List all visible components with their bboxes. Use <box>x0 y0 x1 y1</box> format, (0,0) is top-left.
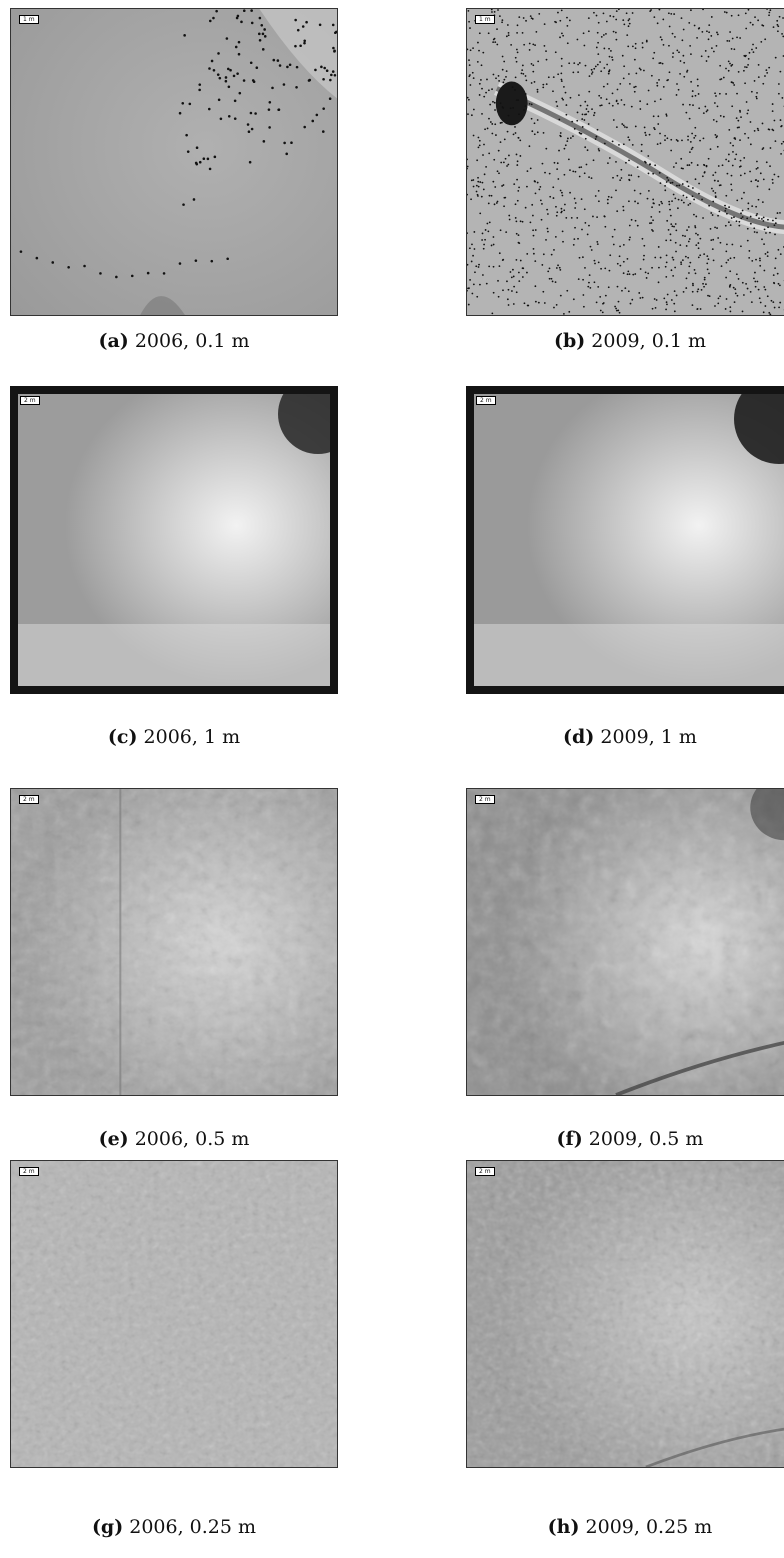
caption-c: (c) 2006, 1 m <box>10 726 338 748</box>
panel-c-image: 2 m <box>10 386 338 694</box>
caption-text: 2006, 1 m <box>143 726 241 748</box>
scale-bar: 2 m <box>475 1167 495 1176</box>
caption-e: (e) 2006, 0.5 m <box>10 1128 338 1150</box>
caption-text: 2009, 0.1 m <box>591 330 707 352</box>
scale-bar: 1 m <box>19 15 39 24</box>
scale-bar: 2 m <box>19 1167 39 1176</box>
caption-tag: (e) <box>98 1128 129 1150</box>
panel-b-image: 1 m <box>466 8 784 316</box>
caption-tag: (c) <box>107 726 138 748</box>
panel-f-image: 2 m <box>466 788 784 1096</box>
caption-text: 2006, 0.25 m <box>129 1516 257 1538</box>
caption-text: 2006, 0.1 m <box>134 330 250 352</box>
scale-bar: 2 m <box>20 396 40 405</box>
panel-g-image: 2 m <box>10 1160 338 1468</box>
scale-bar: 2 m <box>476 396 496 405</box>
caption-b: (b) 2009, 0.1 m <box>466 330 784 352</box>
caption-tag: (h) <box>547 1516 580 1538</box>
caption-h: (h) 2009, 0.25 m <box>466 1516 784 1538</box>
panel-a-image: 1 m <box>10 8 338 316</box>
caption-tag: (g) <box>91 1516 124 1538</box>
caption-g: (g) 2006, 0.25 m <box>10 1516 338 1538</box>
scale-bar: 1 m <box>475 15 495 24</box>
caption-text: 2006, 0.5 m <box>134 1128 250 1150</box>
caption-a: (a) 2006, 0.1 m <box>10 330 338 352</box>
caption-tag: (b) <box>553 330 586 352</box>
scale-bar: 2 m <box>475 795 495 804</box>
scale-bar: 2 m <box>19 795 39 804</box>
panel-d-image: 2 m <box>466 386 784 694</box>
caption-text: 2009, 0.25 m <box>585 1516 713 1538</box>
caption-tag: (f) <box>556 1128 583 1150</box>
caption-d: (d) 2009, 1 m <box>466 726 784 748</box>
caption-tag: (a) <box>98 330 129 352</box>
caption-text: 2009, 0.5 m <box>588 1128 704 1150</box>
panel-e-image: 2 m <box>10 788 338 1096</box>
caption-text: 2009, 1 m <box>600 726 697 748</box>
panel-h-image: 2 m <box>466 1160 784 1468</box>
caption-f: (f) 2009, 0.5 m <box>466 1128 784 1150</box>
caption-tag: (d) <box>563 726 595 748</box>
